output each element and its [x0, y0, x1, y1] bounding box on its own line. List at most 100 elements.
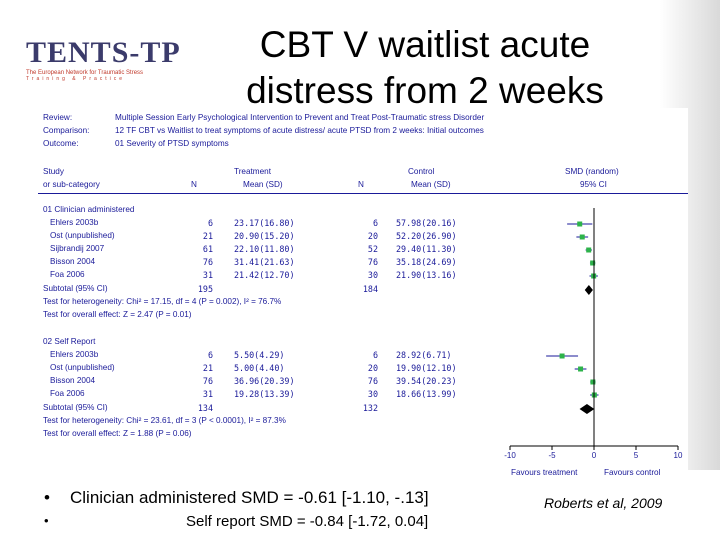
study-name: Foa 2006	[50, 270, 85, 279]
treatment-mean-sd: 5.00(4.40)	[234, 363, 285, 373]
slide-title-line-1: CBT V waitlist acute	[259, 24, 591, 65]
header-ci: 95% CI	[580, 180, 607, 189]
comparison-label: Comparison:	[43, 126, 90, 135]
subtotal-diamond	[579, 404, 595, 414]
group-1-overall-effect: Test for overall effect: Z = 2.47 (P = 0…	[43, 310, 192, 319]
outcome-text: 01 Severity of PTSD symptoms	[115, 139, 229, 148]
effect-marker	[586, 247, 592, 253]
treatment-n: 31	[202, 270, 213, 280]
slide-title-line-2: distress from 2 weeks	[246, 70, 604, 111]
forest-plot: Review: Multiple Session Early Psycholog…	[38, 108, 688, 477]
group-1-name: 01 Clinician administered	[43, 205, 135, 214]
treatment-mean-sd: 21.42(12.70)	[234, 270, 295, 280]
treatment-mean-sd: 22.10(11.80)	[234, 244, 295, 254]
study-name: Foa 2006	[50, 389, 85, 398]
header-smd: SMD (random)	[565, 167, 619, 176]
control-n: 76	[367, 376, 378, 386]
effect-marker	[559, 353, 565, 359]
x-tick-label: 5	[634, 451, 639, 460]
control-n: 20	[367, 231, 378, 241]
citation: Roberts et al, 2009	[544, 495, 663, 511]
effect-marker	[578, 366, 584, 372]
header-treatment-n: N	[191, 180, 197, 189]
treatment-n: 31	[202, 389, 213, 399]
header-treatment-mean: Mean (SD)	[243, 180, 283, 189]
study-name: Bisson 2004	[50, 376, 96, 385]
header-control-n: N	[358, 180, 364, 189]
treatment-mean-sd: 19.28(13.39)	[234, 389, 295, 399]
treatment-n: 21	[202, 231, 213, 241]
x-tick-label: 10	[674, 451, 683, 460]
control-mean-sd: 19.90(12.10)	[396, 363, 457, 373]
treatment-mean-sd: 23.17(16.80)	[234, 218, 295, 228]
group-1-subtotal-n1: 195	[197, 284, 213, 294]
logo-text: TENTS-TP	[26, 36, 181, 69]
x-tick-label: -10	[504, 451, 516, 460]
treatment-mean-sd: 20.90(15.20)	[234, 231, 295, 241]
control-mean-sd: 52.20(26.90)	[396, 231, 457, 241]
group-2-subtotal-label: Subtotal (95% CI)	[43, 403, 108, 412]
group-1-subtotal-n2: 184	[362, 284, 378, 294]
control-mean-sd: 57.98(20.16)	[396, 218, 457, 228]
treatment-n: 61	[202, 244, 213, 254]
group-2-heterogeneity: Test for heterogeneity: Chi² = 23.61, df…	[43, 416, 286, 425]
slide-title: CBT V waitlist acute distress from 2 wee…	[210, 22, 640, 114]
control-mean-sd: 39.54(20.23)	[396, 376, 457, 386]
control-n: 6	[372, 218, 378, 228]
favours-treatment-label: Favours treatment	[511, 468, 578, 477]
control-n: 6	[372, 350, 378, 360]
treatment-n: 6	[207, 350, 213, 360]
effect-marker	[577, 221, 583, 227]
treatment-mean-sd: 5.50(4.29)	[234, 350, 285, 360]
control-n: 20	[367, 363, 378, 373]
control-mean-sd: 28.92(6.71)	[396, 350, 452, 360]
group-2-overall-effect: Test for overall effect: Z = 1.88 (P = 0…	[43, 429, 192, 438]
review-label: Review:	[43, 113, 73, 122]
group-2-name: 02 Self Report	[43, 337, 96, 346]
treatment-mean-sd: 31.41(21.63)	[234, 257, 295, 267]
effect-marker	[590, 379, 596, 385]
forest-plot-graphic: -10 -5 0 5 10	[504, 208, 683, 460]
control-n: 30	[367, 389, 378, 399]
study-name: Ehlers 2003b	[50, 350, 99, 359]
header-treatment: Treatment	[234, 167, 272, 176]
control-n: 52	[367, 244, 378, 254]
tents-tp-logo: TENTS-TP The European Network for Trauma…	[26, 36, 186, 82]
bullet-marker-2: •	[44, 513, 49, 528]
header-divider	[38, 193, 688, 194]
review-text: Multiple Session Early Psychological Int…	[115, 113, 485, 122]
control-mean-sd: 29.40(11.30)	[396, 244, 457, 254]
bullet-self-report: Self report SMD = -0.84 [-1.72, 0.04]	[186, 513, 429, 530]
treatment-n: 6	[207, 218, 213, 228]
bullet-marker-1: •	[44, 488, 50, 507]
header-control: Control	[408, 167, 435, 176]
control-mean-sd: 35.18(24.69)	[396, 257, 457, 267]
subtotal-diamond	[584, 285, 593, 295]
treatment-mean-sd: 36.96(20.39)	[234, 376, 295, 386]
study-name: Ost (unpublished)	[50, 363, 115, 372]
study-name: Sijbrandij 2007	[50, 244, 105, 253]
study-name: Ost (unpublished)	[50, 231, 115, 240]
group-2-subtotal-n1: 134	[197, 403, 213, 413]
effect-marker	[590, 260, 596, 266]
study-name: Bisson 2004	[50, 257, 96, 266]
group-2-subtotal-n2: 132	[362, 403, 378, 413]
control-n: 30	[367, 270, 378, 280]
group-1-subtotal-label: Subtotal (95% CI)	[43, 284, 108, 293]
logo-subtitle-2: Training & Practice	[26, 76, 126, 82]
treatment-n: 76	[202, 376, 213, 386]
x-tick-label: 0	[592, 451, 597, 460]
header-control-mean: Mean (SD)	[411, 180, 451, 189]
header-subcategory: or sub-category	[43, 180, 100, 189]
x-tick-label: -5	[548, 451, 556, 460]
control-n: 76	[367, 257, 378, 267]
control-mean-sd: 21.90(13.16)	[396, 270, 457, 280]
bullet-clinician: Clinician administered SMD = -0.61 [-1.1…	[70, 488, 429, 507]
study-name: Ehlers 2003b	[50, 218, 99, 227]
control-mean-sd: 18.66(13.99)	[396, 389, 457, 399]
comparison-text: 12 TF CBT vs Waitlist to treat symptoms …	[115, 126, 484, 135]
effect-marker	[579, 234, 585, 240]
header-study: Study	[43, 167, 64, 176]
outcome-label: Outcome:	[43, 139, 79, 148]
treatment-n: 76	[202, 257, 213, 267]
